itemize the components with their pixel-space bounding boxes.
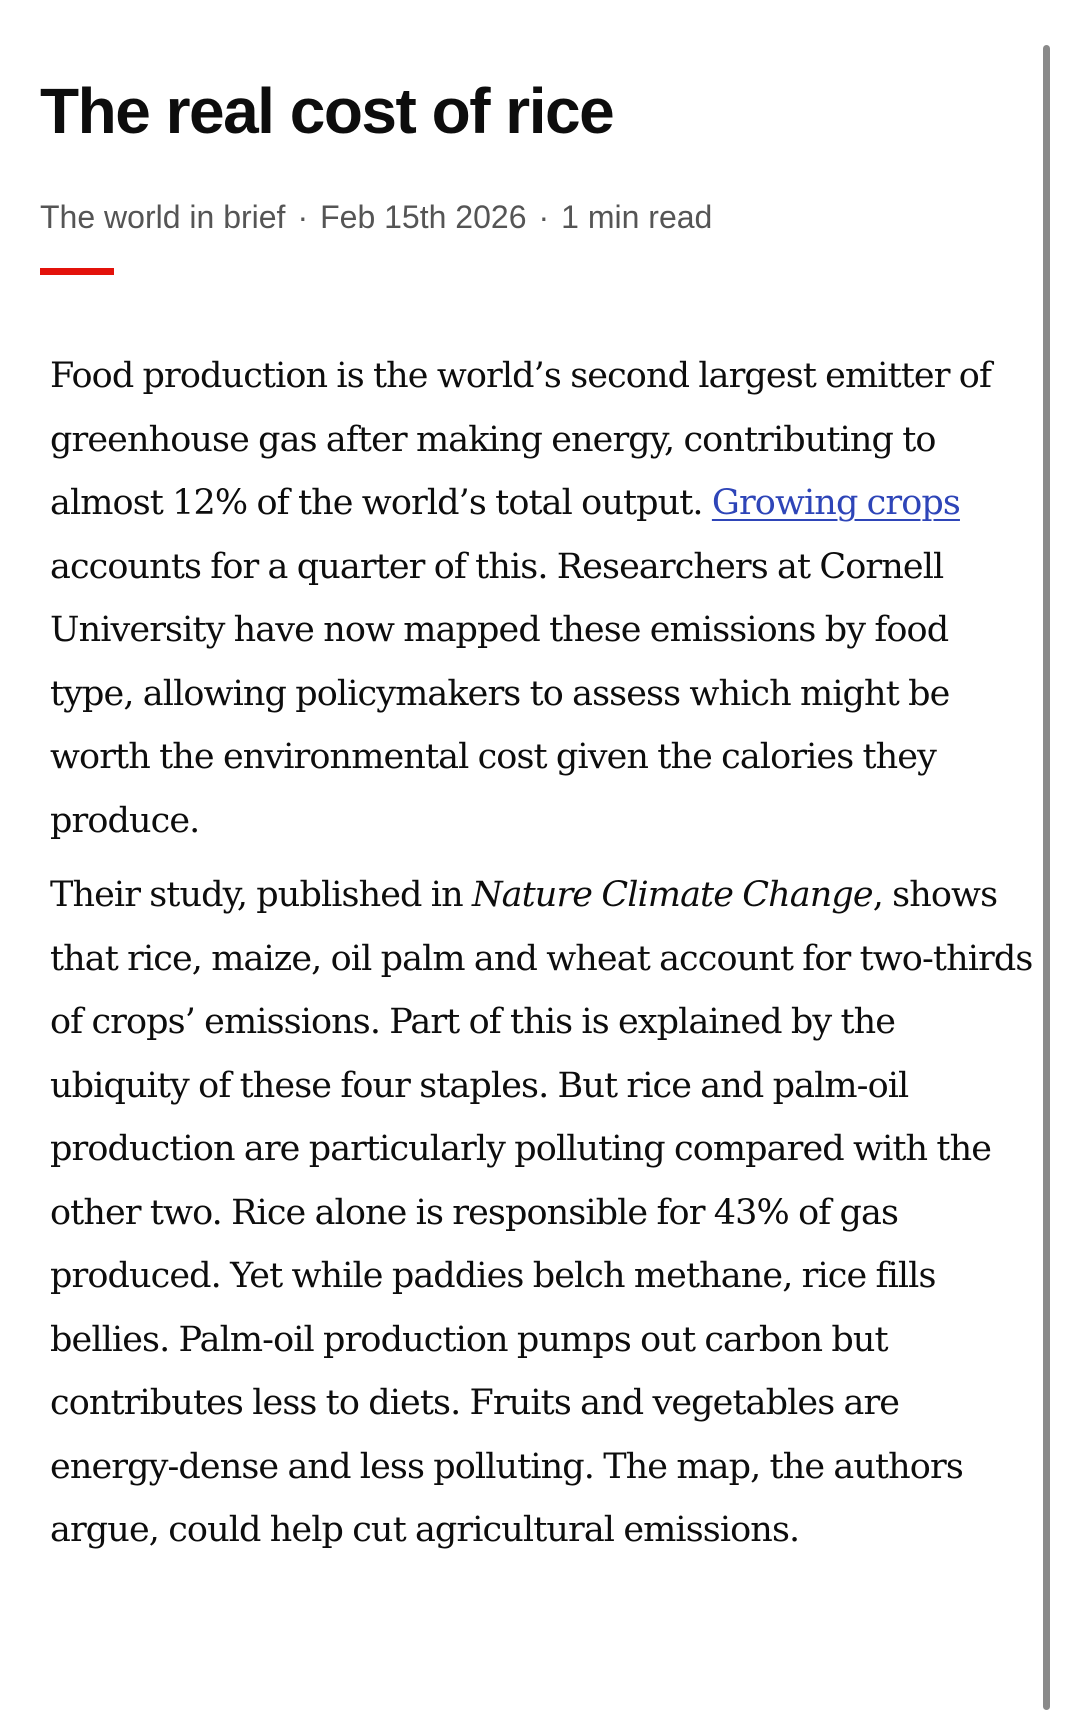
vertical-scrollbar[interactable] xyxy=(1043,45,1050,1710)
section-label[interactable]: The world in brief xyxy=(40,199,286,235)
paragraph-text: accounts for a quarter of this. Research… xyxy=(50,546,950,841)
article-body: Food production is the world’s second la… xyxy=(50,345,1035,1574)
body-paragraph-1: Food production is the world’s second la… xyxy=(50,345,1035,853)
accent-rule xyxy=(40,268,114,275)
read-time: 1 min read xyxy=(561,199,713,235)
paragraph-text: , shows that rice, maize, oil palm and w… xyxy=(50,875,1033,1550)
article-meta: The world in brief · Feb 15th 2026 · 1 min r… xyxy=(40,195,712,239)
publish-date: Feb 15th 2026 xyxy=(320,199,527,235)
journal-title: Nature Climate Change xyxy=(471,875,874,915)
body-paragraph-2: Their study, published in Nature Climate… xyxy=(50,864,1035,1563)
meta-separator: · xyxy=(538,199,550,235)
paragraph-text: Their study, published in xyxy=(50,875,472,915)
meta-separator: · xyxy=(297,199,309,235)
growing-crops-link[interactable]: Growing crops xyxy=(711,483,961,523)
article-headline: The real cost of rice xyxy=(40,75,615,147)
paragraph-text: Food production is the world’s second la… xyxy=(50,356,992,523)
